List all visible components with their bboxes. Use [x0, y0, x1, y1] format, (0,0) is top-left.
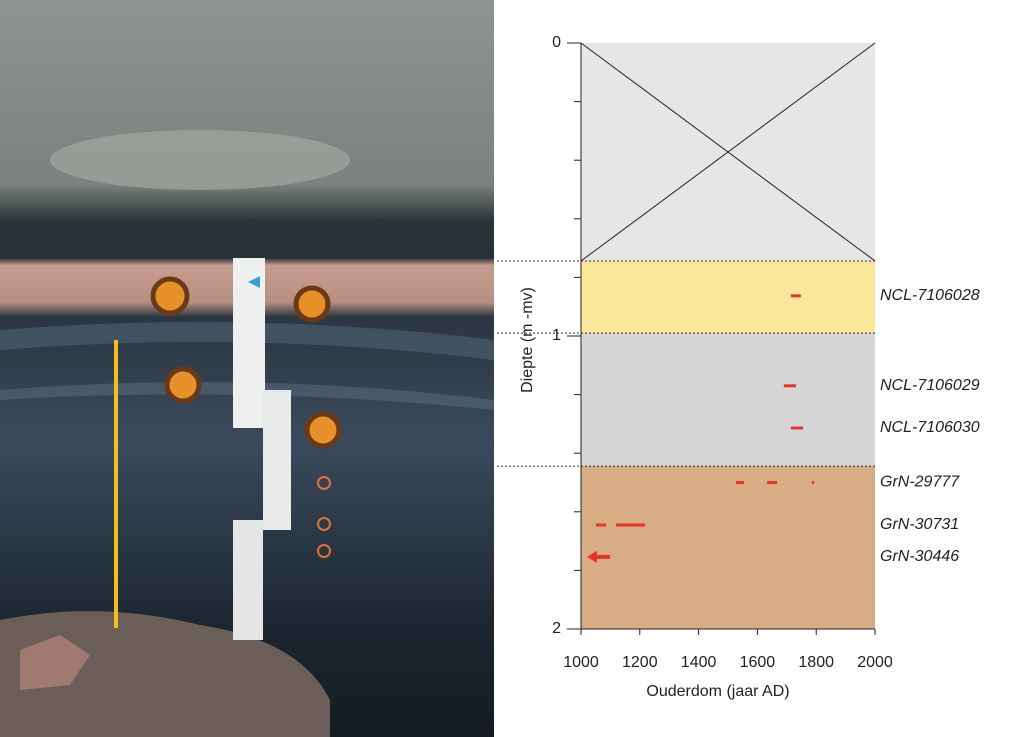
photo	[0, 0, 494, 737]
sample-label: GrN-30731	[880, 516, 959, 533]
sample-label: NCL-7106029	[880, 377, 980, 394]
range-bar	[616, 523, 645, 526]
sample-label: GrN-29777	[880, 474, 960, 491]
x-tick-label: 1200	[622, 654, 658, 671]
y-tick-label: 1	[552, 327, 561, 344]
range-bar	[736, 481, 744, 484]
y-tick-label: 2	[552, 620, 561, 637]
x-tick-label: 1000	[563, 654, 599, 671]
y-tick-label: 0	[552, 34, 561, 51]
range-bar	[812, 481, 814, 484]
sample-label: NCL-7106028	[880, 287, 980, 304]
range-bar	[767, 481, 777, 484]
chart: Ouderdom (jaar AD) Diepte (m -mv) 0 1 2100…	[497, 34, 980, 700]
x-tick-label: 1600	[740, 654, 776, 671]
range-bar	[791, 427, 803, 430]
x-tick-label: 1800	[798, 654, 834, 671]
range-bar	[784, 384, 796, 387]
x-tick-label: 2000	[857, 654, 893, 671]
layer	[581, 466, 875, 629]
y-axis-label: Diepte (m -mv)	[519, 287, 536, 393]
sample-label: NCL-7106030	[880, 419, 980, 436]
range-bar	[791, 294, 801, 297]
x-tick-label: 1400	[681, 654, 717, 671]
range-bar	[596, 523, 606, 526]
x-axis-label: Ouderdom (jaar AD)	[646, 683, 789, 700]
sample-label: GrN-30446	[880, 548, 959, 565]
figure: Ouderdom (jaar AD) Diepte (m -mv) 0 1 2100…	[0, 0, 1016, 737]
layer	[581, 261, 875, 333]
layer	[581, 333, 875, 466]
